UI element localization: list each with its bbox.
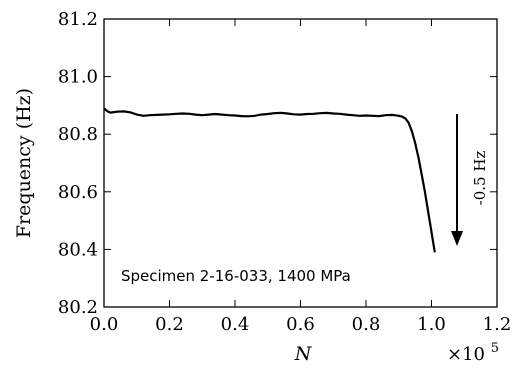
y-tick-label: 80.2 xyxy=(58,297,98,318)
y-tick-label: 81.2 xyxy=(58,9,98,30)
y-tick-label: 80.8 xyxy=(58,124,98,145)
y-tick-label: 80.6 xyxy=(58,182,98,203)
y-axis-label: Frequency (Hz) xyxy=(13,88,35,238)
y-tick-label: 81.0 xyxy=(58,67,98,88)
x-axis-multiplier: ×10 5 xyxy=(447,341,499,365)
ticks-layer xyxy=(103,18,498,308)
series-layer xyxy=(103,107,436,253)
plot-frame xyxy=(103,18,498,308)
x-tick-label: 0.8 xyxy=(352,314,381,335)
frequency-series-line xyxy=(103,107,436,253)
tick-labels-layer: 0.0 0.2 0.4 0.6 0.8 1.0 1.2 80.2 80.4 80.6 80.8 81.… xyxy=(58,9,511,335)
frequency-drop-annotation: -0.5 Hz xyxy=(471,151,489,206)
x-axis-label: N xyxy=(294,343,313,365)
x-multiplier-exponent: 5 xyxy=(491,341,499,356)
drop-arrow-head xyxy=(451,231,463,246)
x-tick-label: 0.6 xyxy=(286,314,315,335)
x-tick-label: 0.4 xyxy=(221,314,250,335)
x-tick-label: 0.2 xyxy=(155,314,184,335)
specimen-annotation: Specimen 2-16-033, 1400 MPa xyxy=(121,267,351,285)
x-tick-label: 0.0 xyxy=(90,314,119,335)
x-tick-label: 1.2 xyxy=(483,314,512,335)
y-tick-label: 80.4 xyxy=(58,239,98,260)
x-multiplier-base: ×10 xyxy=(447,344,485,365)
x-tick-label: 1.0 xyxy=(417,314,446,335)
